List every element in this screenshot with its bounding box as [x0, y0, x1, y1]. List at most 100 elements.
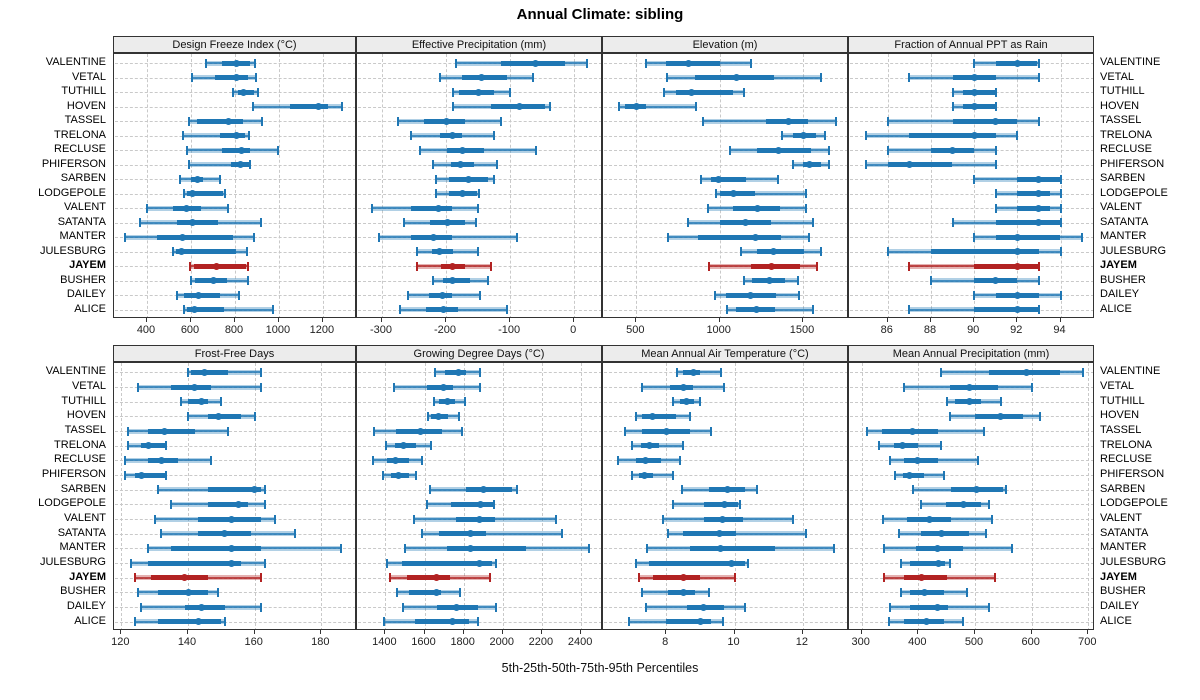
whisker-cap	[257, 87, 259, 97]
station-label-busher: BUSHER	[60, 585, 106, 598]
station-label-satanta: SATANTA	[1100, 215, 1149, 228]
whisker-cap	[146, 203, 148, 213]
range-25-75	[158, 589, 208, 595]
gridline-hoven	[604, 106, 847, 108]
strip-title: Growing Degree Days (°C)	[413, 347, 545, 360]
whisker-cap	[435, 174, 438, 184]
median-dot	[973, 486, 981, 494]
range-25-75	[902, 472, 924, 478]
whisker-cap	[667, 232, 669, 242]
median-dot	[194, 175, 202, 183]
panel-elevation-m	[602, 53, 848, 318]
whisker-cap	[823, 131, 826, 141]
whisker-cap	[179, 174, 181, 184]
whisker-cap	[385, 441, 388, 451]
whisker-cap	[930, 276, 932, 286]
station-label-manter: MANTER	[59, 230, 106, 243]
whisker-cap	[153, 514, 156, 524]
range-25-75	[176, 220, 219, 226]
v-gridline	[254, 363, 256, 629]
whisker-cap	[133, 617, 136, 627]
station-label-manter: MANTER	[1100, 230, 1147, 243]
whisker-cap	[403, 543, 406, 553]
station-label-vetal: VETAL	[1100, 70, 1135, 83]
strip-title: Effective Precipitation (mm)	[411, 38, 547, 51]
whisker-cap	[389, 573, 392, 583]
whisker-cap	[263, 485, 266, 495]
whisker-cap	[260, 573, 263, 583]
median-dot	[970, 88, 978, 96]
whisker-cap	[1037, 116, 1040, 126]
median-dot	[769, 248, 777, 256]
axis-tick	[801, 630, 803, 634]
median-dot	[775, 146, 783, 154]
axis-tick	[1016, 318, 1018, 322]
axis-tick	[930, 318, 931, 322]
whisker-cap	[866, 426, 869, 436]
axis-tick-label: 12	[795, 636, 809, 648]
median-dot	[1013, 262, 1021, 270]
whisker-cap	[548, 102, 551, 112]
station-label-vetal: VETAL	[71, 380, 106, 392]
range-25-75	[455, 516, 495, 522]
whisker-cap	[961, 617, 964, 627]
whisker-cap	[224, 189, 227, 199]
whisker-cap	[432, 160, 435, 170]
v-gridline	[147, 54, 148, 317]
v-gridline	[974, 54, 976, 317]
axis-tick	[234, 318, 235, 322]
whisker-cap	[175, 290, 178, 300]
whisker-cap	[252, 232, 255, 242]
gridline-busher	[850, 592, 1093, 594]
whisker-cap	[409, 131, 412, 141]
median-dot	[1035, 219, 1043, 227]
axis-tick-label: 500	[964, 636, 984, 648]
whisker-cap	[377, 232, 380, 242]
v-gridline	[385, 363, 387, 629]
range-25-75	[221, 147, 251, 153]
station-label-jayem: JAYEM	[1100, 259, 1137, 272]
whisker-cap	[707, 203, 709, 213]
range-25-75	[442, 278, 471, 284]
station-label-manter: MANTER	[1100, 541, 1147, 554]
axis-tick-label: 300	[851, 636, 870, 648]
median-dot	[212, 262, 220, 270]
whisker-cap	[882, 514, 885, 524]
v-gridline	[424, 363, 426, 629]
page-title: Annual Climate: sibling	[516, 6, 684, 23]
range-25-75	[408, 589, 442, 595]
whisker-cap	[187, 367, 189, 377]
station-label-sarben: SARBEN	[1100, 482, 1146, 495]
whisker-cap	[827, 160, 830, 170]
whisker-cap	[747, 558, 750, 568]
range-25-75	[208, 501, 248, 507]
range-5-95-line	[909, 265, 1039, 268]
whisker-cap	[554, 514, 557, 524]
whisker-cap	[560, 529, 563, 539]
median-dot	[992, 117, 1000, 125]
gridline-phiferson	[604, 164, 847, 166]
whisker-cap	[807, 232, 810, 242]
range-25-75	[175, 249, 237, 255]
gridline-phiferson	[604, 475, 847, 476]
whisker-cap	[719, 367, 722, 377]
whisker-cap	[900, 558, 903, 568]
median-dot	[434, 412, 442, 420]
whisker-cap	[641, 587, 644, 597]
whisker-cap	[702, 116, 704, 126]
whisker-cap	[261, 116, 264, 126]
median-dot	[970, 103, 978, 111]
station-label-jayem: JAYEM	[69, 259, 106, 272]
axis-tick	[974, 630, 975, 634]
whisker-cap	[251, 102, 254, 112]
axis-tick-label: 600	[180, 324, 200, 336]
whisker-cap	[416, 261, 419, 271]
station-label-trelona: TRELONA	[1100, 128, 1152, 141]
whisker-cap	[227, 203, 230, 213]
whisker-cap	[994, 203, 997, 213]
median-dot	[933, 603, 941, 611]
whisker-cap	[248, 131, 251, 141]
whisker-cap	[479, 367, 482, 377]
whisker-cap	[438, 73, 441, 83]
whisker-cap	[750, 58, 753, 68]
